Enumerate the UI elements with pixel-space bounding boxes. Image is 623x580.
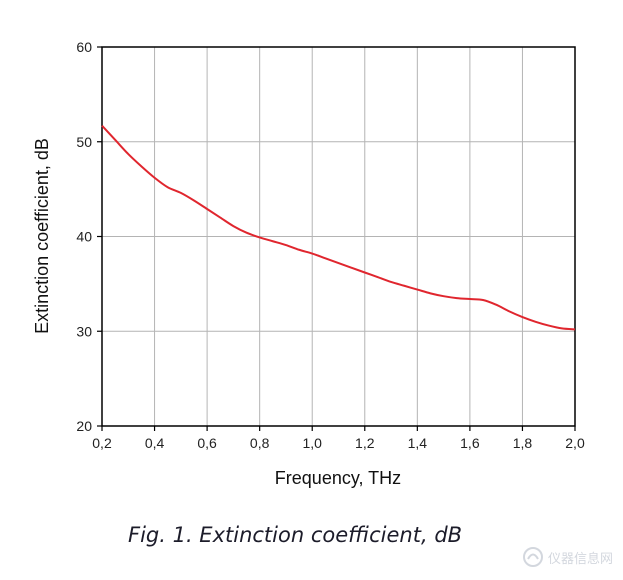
x-axis-title: Frequency, THz <box>275 468 401 488</box>
x-tick-marks <box>101 426 576 431</box>
x-tick-label: 0,2 <box>92 435 112 451</box>
chart: 0,2 0,4 0,6 0,8 1,0 1,2 1,4 1,6 1,8 2,0 20 30 40 50 6… <box>32 39 585 488</box>
watermark-logo-icon <box>522 547 543 567</box>
grid <box>102 47 575 426</box>
x-tick-labels: 0,2 0,4 0,6 0,8 1,0 1,2 1,4 1,6 1,8 2,0 <box>92 435 585 451</box>
y-tick-label: 60 <box>76 39 92 55</box>
watermark: 仪器信息网 <box>522 546 613 568</box>
x-tick-label: 0,8 <box>250 435 270 451</box>
x-tick-label: 1,8 <box>513 435 533 451</box>
x-tick-label: 0,4 <box>145 435 165 451</box>
y-tick-label: 20 <box>76 418 92 434</box>
x-tick-label: 1,2 <box>355 435 375 451</box>
figure-caption: Fig. 1. Extinction coefficient, dB <box>128 523 463 547</box>
y-tick-label: 30 <box>76 323 92 339</box>
x-tick-label: 2,0 <box>565 435 585 451</box>
y-axis-title: Extinction coefficient, dB <box>32 138 52 334</box>
series-layer <box>101 124 576 331</box>
y-tick-label: 40 <box>76 229 92 245</box>
x-tick-label: 1,4 <box>408 435 428 451</box>
x-tick-label: 0,6 <box>197 435 217 451</box>
x-tick-label: 1,6 <box>460 435 480 451</box>
y-tick-label: 50 <box>76 134 92 150</box>
y-tick-labels: 20 30 40 50 60 <box>76 39 92 434</box>
series-line <box>101 124 576 331</box>
y-tick-marks <box>97 46 102 427</box>
x-tick-label: 1,0 <box>302 435 322 451</box>
watermark-text: 仪器信息网 <box>547 551 613 567</box>
